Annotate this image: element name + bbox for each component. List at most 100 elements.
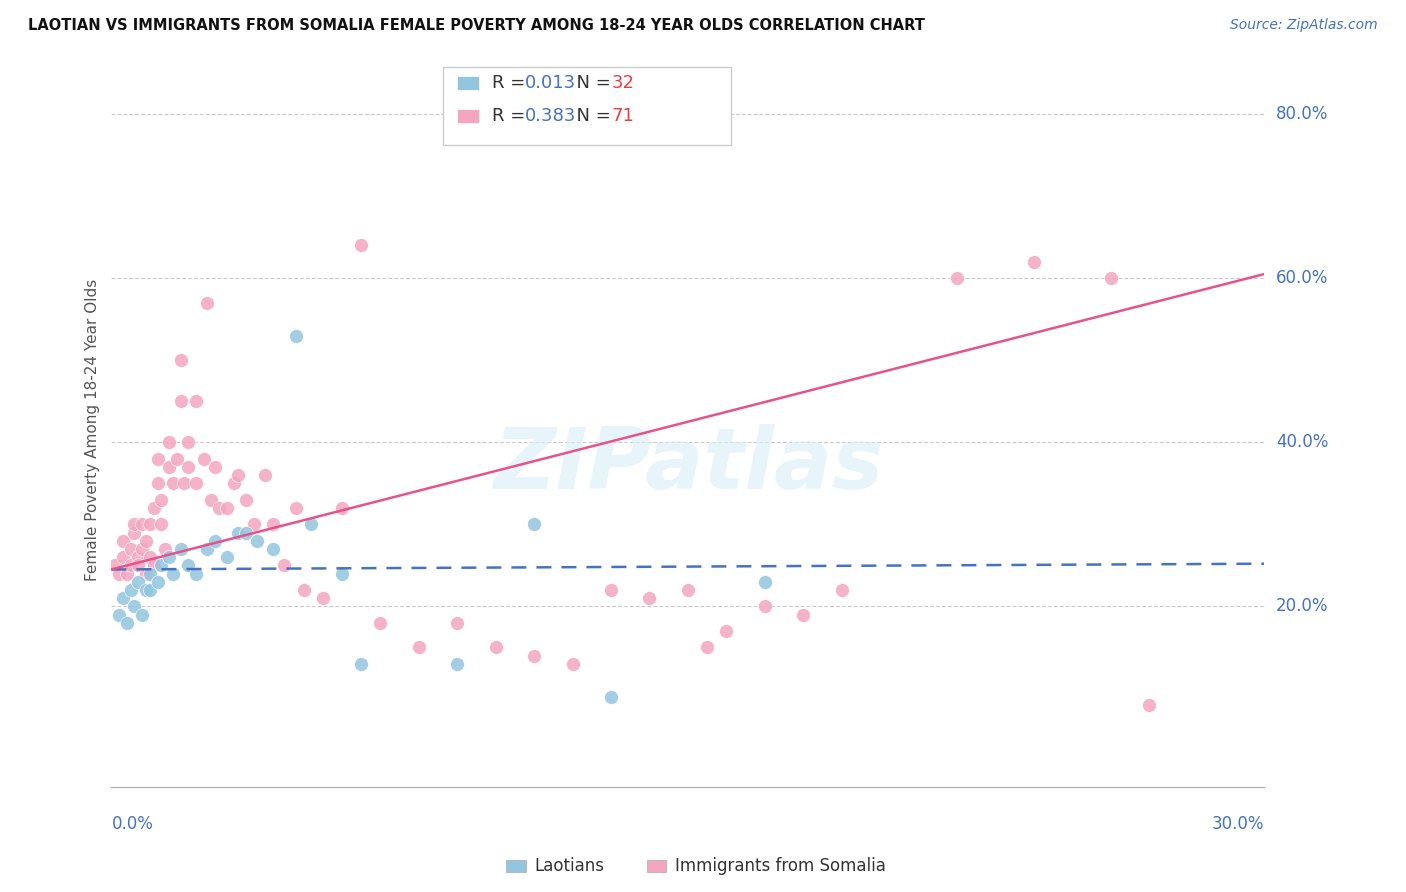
Point [312,591,335,606]
Point [127,574,149,589]
Text: N =: N = [565,107,617,125]
Text: N =: N = [565,74,617,92]
Point [139,566,162,581]
Point [792,607,814,622]
Point [284,500,307,515]
Point [115,615,138,630]
Point [124,525,146,540]
Point [204,533,226,548]
Point [242,517,264,532]
Text: R =: R = [492,74,531,92]
Point [131,541,153,556]
Point [111,533,134,548]
Point [350,657,373,671]
Point [831,582,853,597]
Point [177,435,200,450]
Point [200,492,222,507]
Point [254,468,277,483]
Point [124,599,146,614]
Point [638,591,661,606]
Text: Immigrants from Somalia: Immigrants from Somalia [675,857,886,875]
Text: 0.0%: 0.0% [111,815,153,833]
Point [561,657,583,671]
Point [246,533,269,548]
Point [184,566,207,581]
Point [273,558,295,573]
Point [754,574,776,589]
Point [226,525,249,540]
Y-axis label: Female Poverty Among 18-24 Year Olds: Female Poverty Among 18-24 Year Olds [86,279,100,581]
Point [1099,271,1122,285]
Point [150,558,173,573]
Point [1022,254,1045,268]
Point [408,640,430,655]
Point [284,328,307,343]
Point [142,558,165,573]
Point [446,615,468,630]
Point [523,517,546,532]
Point [600,582,623,597]
Point [166,451,188,466]
Point [108,607,131,622]
Point [226,468,249,483]
Point [169,541,191,556]
Point [127,558,149,573]
Point [197,295,219,310]
Point [150,492,173,507]
Point [208,500,231,515]
Point [142,500,165,515]
Point [197,541,219,556]
Point [155,541,177,556]
Point [330,566,353,581]
Point [184,476,207,491]
Point [330,500,353,515]
Point [485,640,508,655]
Point [131,517,153,532]
Point [523,648,546,663]
Point [146,476,169,491]
Point [115,566,138,581]
Point [446,657,468,671]
Point [292,582,315,597]
Point [235,492,257,507]
Point [146,574,169,589]
Point [350,238,373,252]
Point [169,394,191,409]
Point [204,459,226,474]
Point [262,541,284,556]
Text: 80.0%: 80.0% [1275,105,1329,123]
Text: R =: R = [492,107,531,125]
Point [193,451,215,466]
Point [215,500,238,515]
Text: 32: 32 [612,74,634,92]
Point [162,566,184,581]
Point [235,525,257,540]
Text: 20.0%: 20.0% [1275,598,1329,615]
Point [127,550,149,565]
Point [1137,698,1160,712]
Point [157,435,180,450]
Point [120,582,142,597]
Text: 0.013: 0.013 [524,74,575,92]
Text: 30.0%: 30.0% [1212,815,1264,833]
Text: Laotians: Laotians [534,857,605,875]
Point [139,517,162,532]
Point [600,690,623,704]
Point [135,533,157,548]
Point [162,476,184,491]
Point [157,550,180,565]
Point [173,476,195,491]
Point [120,541,142,556]
Point [146,451,169,466]
Text: 0.383: 0.383 [524,107,576,125]
Text: Source: ZipAtlas.com: Source: ZipAtlas.com [1230,18,1378,32]
Point [157,459,180,474]
Point [104,558,127,573]
Point [139,582,162,597]
Point [111,550,134,565]
Point [111,591,134,606]
Text: ZIPatlas: ZIPatlas [492,425,883,508]
Point [262,517,284,532]
Point [299,517,322,532]
Point [946,271,969,285]
